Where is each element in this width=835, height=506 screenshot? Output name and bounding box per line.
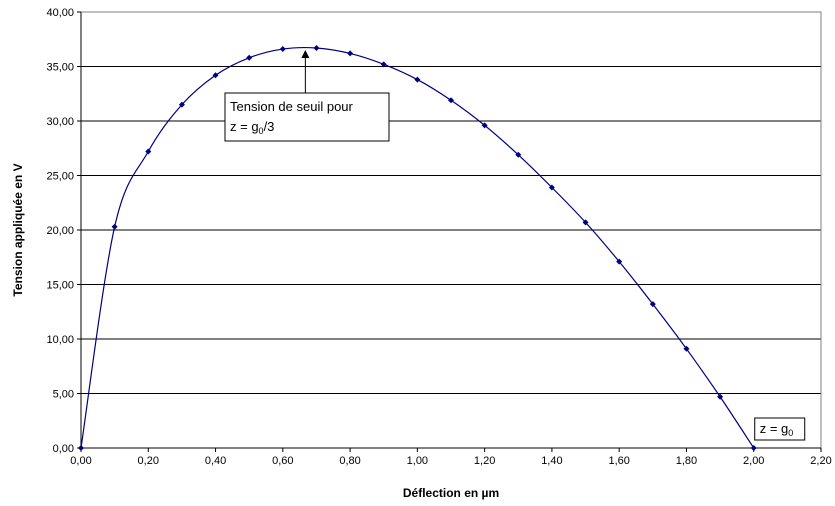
y-tick-label: 5,00 bbox=[53, 389, 74, 401]
x-tick-label: 0,60 bbox=[272, 455, 293, 467]
data-point bbox=[414, 76, 421, 83]
axes: 0,00 5,00 10,00 15,00 20,00 25,00 30,00 35,00 40… bbox=[46, 7, 831, 467]
y-tick-label: 30,00 bbox=[46, 116, 74, 128]
data-point bbox=[380, 61, 387, 68]
grid-lines bbox=[81, 11, 821, 394]
x-tick-label: 1,60 bbox=[608, 455, 629, 467]
data-point bbox=[246, 54, 253, 61]
x-axis-title: Déflection en µm bbox=[403, 486, 499, 500]
x-tick-label: 2,20 bbox=[810, 455, 831, 467]
data-series bbox=[78, 44, 757, 451]
x-tick-label: 0,80 bbox=[339, 455, 360, 467]
annotation-threshold-line2: z = g0/3 bbox=[230, 119, 274, 136]
y-tick-label: 35,00 bbox=[46, 62, 74, 74]
data-point bbox=[78, 445, 84, 451]
x-tick-label: 1,40 bbox=[541, 455, 562, 467]
y-tick-label: 25,00 bbox=[46, 171, 74, 183]
data-point bbox=[279, 46, 286, 53]
x-tick-label: 1,80 bbox=[676, 455, 697, 467]
x-tick-label: 0,00 bbox=[70, 455, 91, 467]
data-point bbox=[448, 97, 454, 104]
data-point bbox=[548, 184, 555, 191]
data-point bbox=[212, 72, 219, 79]
data-point bbox=[145, 148, 152, 155]
annotation-threshold-line1: Tension de seuil pour bbox=[230, 99, 354, 114]
x-tick-label: 0,20 bbox=[138, 455, 159, 467]
data-point bbox=[683, 345, 690, 352]
series-line bbox=[80, 46, 755, 449]
data-point bbox=[750, 445, 757, 451]
x-tick-label: 2,00 bbox=[743, 455, 764, 467]
y-tick-label: 40,00 bbox=[46, 7, 74, 19]
y-tick-label: 10,00 bbox=[46, 334, 74, 346]
data-point bbox=[717, 393, 724, 400]
data-point bbox=[481, 122, 488, 129]
y-tick-label: 15,00 bbox=[46, 280, 74, 292]
data-point bbox=[515, 151, 522, 158]
data-point bbox=[649, 301, 656, 308]
annotation-arrowhead bbox=[301, 49, 310, 58]
data-point bbox=[582, 219, 589, 226]
annotations: Tension de seuil pour z = g0/3 z = g0 bbox=[224, 49, 806, 441]
x-tick-label: 1,00 bbox=[407, 455, 428, 467]
y-tick-label: 20,00 bbox=[46, 225, 74, 237]
data-point bbox=[616, 258, 623, 265]
annotation-end-label: z = g0 bbox=[760, 421, 794, 438]
y-axis-title: Tension appliquée en V bbox=[11, 163, 25, 296]
data-point bbox=[178, 101, 185, 108]
data-point bbox=[313, 44, 320, 51]
x-tick-label: 1,20 bbox=[474, 455, 495, 467]
annotation-box-threshold bbox=[224, 92, 390, 142]
x-tick-label: 0,40 bbox=[205, 455, 226, 467]
data-point bbox=[111, 223, 118, 230]
data-point bbox=[347, 50, 354, 57]
y-tick-label: 0,00 bbox=[53, 443, 74, 455]
annotation-box-end bbox=[754, 417, 806, 441]
